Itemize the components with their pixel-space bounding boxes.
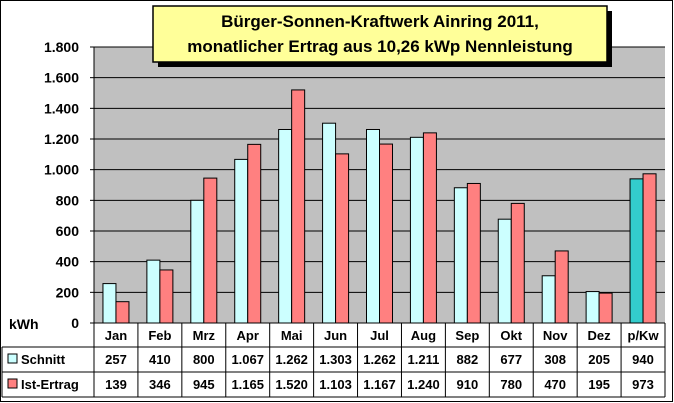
bar-ist-ertrag <box>598 292 613 324</box>
table-cell-value: 195 <box>588 377 610 392</box>
y-tick-label: 200 <box>56 284 80 300</box>
x-tick-label: Feb <box>148 328 171 343</box>
bar-ist-ertrag <box>159 269 174 324</box>
bar-ist-ertrag <box>554 250 569 324</box>
table-cell-value: 1.303 <box>319 352 352 367</box>
chart-title-box: Bürger-Sonnen-Kraftwerk Ainring 2011, mo… <box>152 5 612 67</box>
legend-label: Schnitt <box>21 352 66 367</box>
y-tick-label: 400 <box>56 254 80 270</box>
table-cell-value: 1.211 <box>408 352 440 367</box>
bar-schnitt <box>497 218 512 324</box>
y-tick-label: 1.200 <box>44 131 79 147</box>
x-tick-label: Nov <box>543 328 568 343</box>
bars <box>102 89 657 324</box>
table-cell-value: 1.165 <box>231 377 264 392</box>
table-cell-value: 470 <box>544 377 566 392</box>
bar-ist-ertrag <box>247 143 262 324</box>
y-tick-label: 1.600 <box>44 70 79 86</box>
bar-schnitt <box>190 199 205 324</box>
bar-ist-ertrag <box>466 182 481 324</box>
y-tick-label: 1.400 <box>44 100 79 116</box>
table-cell-value: 940 <box>632 352 654 367</box>
x-tick-label: Dez <box>588 328 612 343</box>
table-cell-value: 205 <box>588 352 610 367</box>
bar-schnitt <box>146 259 161 324</box>
table-cell-value: 882 <box>456 352 478 367</box>
bar-schnitt <box>629 178 644 324</box>
title-frame <box>152 5 608 63</box>
table-cell-value: 1.167 <box>363 377 396 392</box>
legend-label: Ist-Ertrag <box>21 377 79 392</box>
table-cell-value: 1.067 <box>231 352 264 367</box>
legend-swatch <box>7 378 18 389</box>
table-cell-value: 910 <box>456 377 478 392</box>
x-tick-label: Okt <box>500 328 522 343</box>
table-cell-value: 308 <box>544 352 566 367</box>
bar-schnitt <box>102 283 117 324</box>
y-tick-label: 1.000 <box>44 162 79 178</box>
table-cell-value: 1.240 <box>407 377 440 392</box>
y-tick-label: 0 <box>71 315 79 331</box>
bar-ist-ertrag <box>291 89 306 324</box>
bar-ist-ertrag <box>115 301 130 324</box>
x-tick-label: Mrz <box>193 328 216 343</box>
table-cell-value: 346 <box>149 377 171 392</box>
chart-title-line-1: Bürger-Sonnen-Kraftwerk Ainring 2011, <box>221 12 539 31</box>
y-tick-label: 1.800 <box>44 39 79 55</box>
y-axis: 0 200 400 600 800 1.000 1.200 1.400 1.600 1.800 kW… <box>9 39 94 332</box>
table-cell-value: 677 <box>500 352 522 367</box>
table-cell-value: 945 <box>193 377 215 392</box>
x-tick-label: Mai <box>281 328 303 343</box>
x-tick-label: Jan <box>105 328 127 343</box>
chart-title-line-2: monatlicher Ertrag aus 10,26 kWp Nennlei… <box>187 37 572 56</box>
table-cell-value: 1.262 <box>275 352 308 367</box>
data-table: Jan Feb Mrz Apr Mai Jun Jul Aug Sep Okt Nov Dez p/Kw… <box>1 322 666 398</box>
table-cell-value: 1.520 <box>275 377 308 392</box>
bar-schnitt <box>585 291 600 324</box>
bar-ist-ertrag <box>422 132 437 324</box>
bar-schnitt <box>409 136 424 324</box>
y-tick-label: 600 <box>56 223 80 239</box>
x-tick-label: Apr <box>237 328 259 343</box>
x-tick-label: p/Kw <box>628 328 660 343</box>
table-cell-value: 973 <box>632 377 654 392</box>
bar-ist-ertrag <box>642 173 657 324</box>
table-cell-value: 139 <box>105 377 127 392</box>
bar-ist-ertrag <box>379 143 393 324</box>
bar-schnitt <box>322 122 337 324</box>
bar-schnitt <box>453 187 468 324</box>
x-tick-label: Sep <box>455 328 479 343</box>
bar-schnitt <box>234 158 249 324</box>
y-axis-label: kWh <box>9 316 39 332</box>
table-cell-value: 257 <box>105 352 127 367</box>
table-cell-value: 410 <box>149 352 171 367</box>
bar-ist-ertrag <box>335 153 350 324</box>
legend-swatch <box>7 353 18 364</box>
x-tick-label: Jun <box>324 328 347 343</box>
x-tick-label: Aug <box>411 328 436 343</box>
y-tick-label: 800 <box>56 192 80 208</box>
bar-schnitt <box>366 128 380 324</box>
table-cell-value: 780 <box>500 377 522 392</box>
bar-ist-ertrag <box>510 202 525 324</box>
bar-schnitt <box>541 275 556 324</box>
x-tick-label: Jul <box>370 328 389 343</box>
bar-ist-ertrag <box>203 177 218 324</box>
table-cell-value: 1.103 <box>319 377 352 392</box>
table-cell-value: 1.262 <box>363 352 396 367</box>
table-cell-value: 800 <box>193 352 215 367</box>
bar-schnitt <box>278 128 293 324</box>
